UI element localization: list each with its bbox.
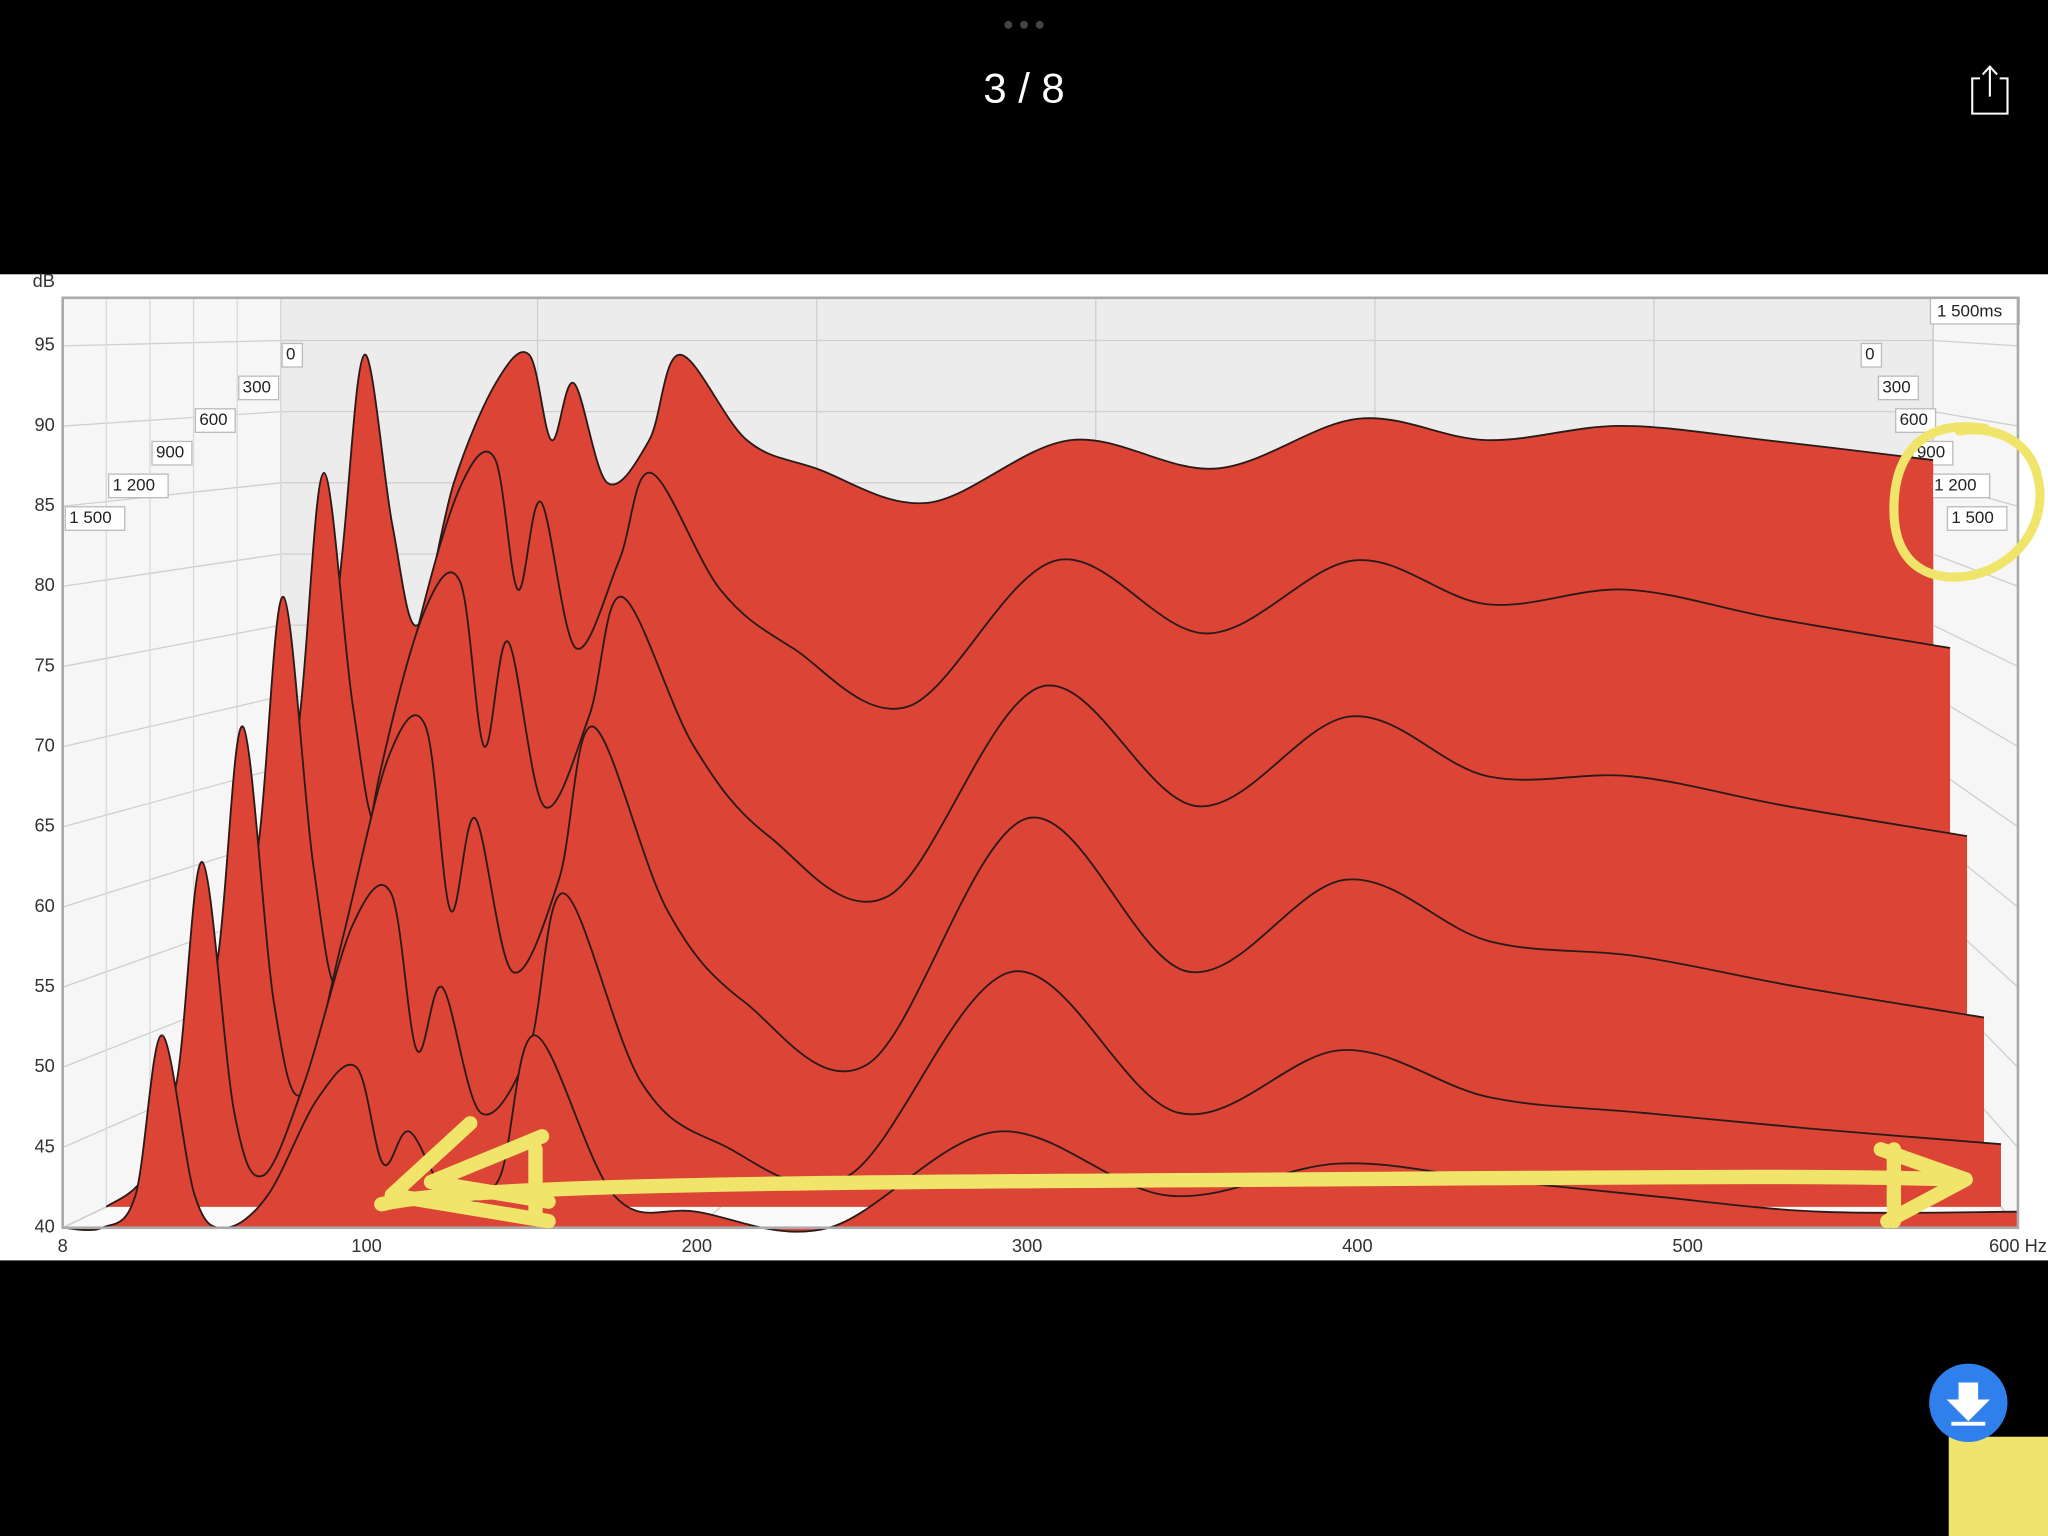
slice-line <box>236 450 1951 1101</box>
z-tick-label: 600 <box>199 410 227 429</box>
x-tick-label: 500 <box>1672 1235 1702 1256</box>
z-tick-box <box>1946 506 2008 531</box>
y-tick-label: 95 <box>35 334 55 355</box>
share-button[interactable] <box>1971 65 2009 115</box>
x-tick-label: 100 <box>351 1235 381 1256</box>
z-tick-label: 0 <box>286 345 295 364</box>
y-tick-label: 50 <box>35 1055 55 1076</box>
z-tick-label: 1 200 <box>113 475 155 494</box>
y-tick-label: 75 <box>35 654 55 675</box>
z-tick-box <box>194 408 236 433</box>
waterfall-chart: 40 45 50 55 60 65 70 75 80 85 90 95 8 100 200 300 400 500… <box>35 296 2047 1256</box>
yellow-patch <box>1948 1436 2048 1536</box>
share-arrow <box>1981 65 1998 97</box>
annotation <box>374 422 2045 1229</box>
download-button[interactable] <box>1929 1363 2008 1442</box>
slice-line <box>279 351 1934 1053</box>
z-tick-label: 600 <box>1900 410 1928 429</box>
x-tick-label: 8 <box>58 1235 68 1256</box>
z-tick-label: 300 <box>243 377 271 396</box>
annotation-arrowhead <box>384 1116 556 1229</box>
grid-line <box>62 411 2019 427</box>
z-tick-label: 300 <box>1882 377 1910 396</box>
x-tick-label: 200 <box>682 1235 712 1256</box>
z-tick-box <box>108 473 169 499</box>
dot <box>1004 20 1013 29</box>
y-axis-label: dB <box>33 270 55 291</box>
y-tick-label: 65 <box>35 815 55 836</box>
plot-frame <box>61 296 2020 1230</box>
y-tick-label: 80 <box>35 574 55 595</box>
grid-line <box>62 339 2019 347</box>
page-counter: 3 / 8 <box>983 64 1064 111</box>
annotation-arrowhead <box>1873 1142 1973 1229</box>
z-end-label: 1 500ms <box>1937 302 2002 321</box>
annotation-circle <box>1889 422 2045 582</box>
y-tick-label: 45 <box>35 1135 55 1156</box>
z-tick-label: 0 <box>1865 345 1874 364</box>
dot <box>1020 20 1028 29</box>
z-tick-label: 1 200 <box>1934 475 1976 494</box>
z-tick-label: 900 <box>1917 443 1945 462</box>
z-tick-box <box>151 440 193 466</box>
z-tick-box <box>238 375 280 401</box>
share-box <box>1971 77 2009 115</box>
annotation-line <box>374 1169 1967 1212</box>
y-tick-label: 60 <box>35 895 55 916</box>
x-tick-label: 400 <box>1342 1235 1372 1256</box>
z-end-box <box>1929 297 2020 325</box>
download-icon <box>1946 1382 1991 1426</box>
y-tick-label: 70 <box>35 735 55 756</box>
slice-area <box>106 861 2001 1207</box>
z-tick-box <box>1895 408 1937 433</box>
z-tick-label: 1 500 <box>1951 508 1993 527</box>
more-dots[interactable] <box>1004 20 1044 29</box>
z-tick-label: 1 500 <box>69 508 111 527</box>
slice-line <box>105 861 2002 1208</box>
slice-line <box>149 714 1985 1172</box>
y-tick-label: 40 <box>35 1216 55 1237</box>
y-tick-label: 85 <box>35 494 55 515</box>
y-tick-label: 90 <box>35 414 55 435</box>
z-tick-label: 900 <box>156 443 184 462</box>
z-tick-box <box>281 342 304 368</box>
slice-line <box>192 571 1968 1136</box>
x-tick-label: 600 Hz <box>1989 1235 2047 1256</box>
z-tick-box <box>64 506 126 531</box>
dot <box>1035 20 1044 29</box>
z-tick-box <box>1877 375 1919 401</box>
y-tick-label: 55 <box>35 975 55 996</box>
x-tick-label: 300 <box>1012 1235 1042 1256</box>
z-tick-box <box>1860 342 1883 368</box>
